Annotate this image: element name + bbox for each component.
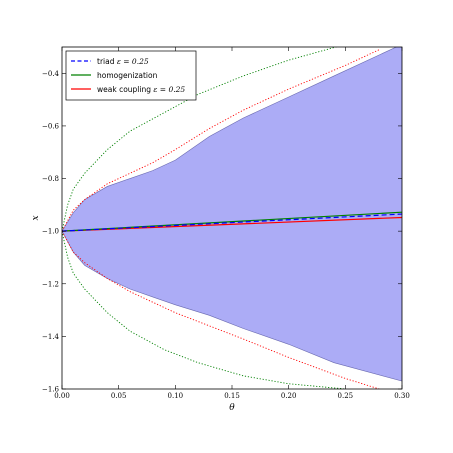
envelope-2-lower [62, 230, 380, 389]
x-tick-label: 0.15 [224, 392, 240, 400]
y-tick-label: −1.2 [42, 280, 59, 288]
x-axis-label: θ [229, 403, 235, 413]
legend-label: triad ε = 0.25 [97, 57, 149, 66]
envelope-2-upper [62, 49, 380, 232]
y-tick-label: −0.6 [42, 122, 60, 130]
plot-area [62, 47, 402, 389]
envelope-1-upper [62, 47, 338, 232]
y-axis-label: x [31, 215, 41, 220]
axis-ticks: 0.00 0.05 0.10 0.15 0.20 0.25 0.30 −1.6 −1.4 −1.2… [42, 47, 410, 400]
legend: triad ε = 0.25 homogenization weak couplin… [65, 50, 197, 101]
legend-label: homogenization [97, 71, 158, 80]
x-tick-label: 0.00 [54, 392, 70, 400]
y-tick-label: −0.4 [42, 70, 60, 78]
x-tick-label: 0.05 [111, 392, 127, 400]
x-tick-label: 0.25 [338, 392, 354, 400]
y-tick-label: −1.4 [42, 333, 60, 341]
y-tick-label: −0.8 [42, 175, 59, 183]
series-line-1 [62, 213, 402, 232]
band-area [62, 47, 402, 382]
y-tick-label: −1.0 [42, 228, 59, 236]
x-tick-label: 0.10 [168, 392, 184, 400]
x-tick-label: 0.20 [281, 392, 297, 400]
legend-label: weak coupling ε = 0.25 [97, 85, 185, 94]
y-tick-label: −1.6 [42, 386, 60, 394]
x-tick-label: 0.30 [394, 392, 410, 400]
